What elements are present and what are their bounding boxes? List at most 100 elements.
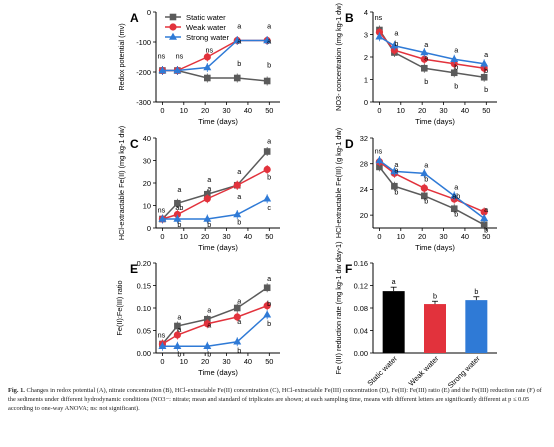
y-tick-label: -300 <box>136 98 151 107</box>
x-tick-label: 40 <box>461 232 469 241</box>
series-strong-water <box>375 156 489 223</box>
x-tick-label: 20 <box>418 106 426 115</box>
significance-label: a <box>484 205 488 214</box>
x-axis-label: Time (days) <box>415 243 455 252</box>
data-point <box>203 195 211 203</box>
series-strong-water <box>158 310 272 351</box>
significance-label: b <box>474 287 478 296</box>
panel-letter: A <box>130 11 139 25</box>
data-point <box>420 55 428 63</box>
significance-label: a <box>237 297 241 306</box>
panel-letter: D <box>345 137 354 151</box>
y-tick-label: 4 <box>364 8 368 17</box>
significance-label: b <box>484 66 488 75</box>
data-point <box>173 342 182 350</box>
significance-label: a <box>454 182 458 191</box>
x-tick-label: 30 <box>222 106 230 115</box>
y-tick-label: 0.05 <box>137 326 151 335</box>
data-point <box>203 63 212 71</box>
panel-e: E 0.00 0.05 0.10 0.15 0.20 Fe(II):Fe(III) rati… <box>115 259 280 377</box>
data-point <box>376 163 383 171</box>
data-point <box>421 64 428 72</box>
y-axis-label: Fe (III) reduction rate (mg kg-1 dw day-… <box>334 241 343 374</box>
series-weak-water <box>158 301 271 349</box>
x-tick-label: 0 <box>160 106 164 115</box>
y-tick-label: 0 <box>147 8 151 17</box>
significance-label: b <box>177 350 181 359</box>
data-point <box>203 214 212 222</box>
y-axis-label: Redox potential (mv) <box>117 23 126 90</box>
y-tick-label: 0.00 <box>137 349 151 358</box>
data-point <box>450 191 459 199</box>
significance-label: a <box>424 161 428 170</box>
bar <box>465 300 488 353</box>
x-tick-label: 0 <box>377 106 381 115</box>
y-axis-label: HCl-extractable Fe(II) (mg kg-1 dw) <box>117 126 126 240</box>
significance-label: ns <box>158 330 166 339</box>
data-point <box>204 74 211 82</box>
x-tick-label: 0 <box>160 357 164 366</box>
y-tick-label: 0 <box>364 98 368 107</box>
legend-marker <box>169 23 177 31</box>
x-tick-label: 20 <box>201 232 209 241</box>
x-tick-label: 30 <box>439 232 447 241</box>
significance-label: b <box>454 62 458 71</box>
data-point <box>233 304 241 312</box>
significance-label: b <box>267 61 271 70</box>
significance-label: a <box>207 320 211 329</box>
significance-label: ab <box>175 203 183 212</box>
x-axis-label: Time (days) <box>198 117 238 126</box>
significance-label: a <box>237 22 241 31</box>
data-point <box>203 342 212 350</box>
panel-f: F 0.00 0.04 0.08 0.12 0.16 Fe (III) reduction … <box>334 241 497 390</box>
significance-label: ns <box>206 46 214 55</box>
significance-label: a <box>177 325 181 334</box>
legend-marker <box>169 32 177 40</box>
data-point <box>263 310 272 318</box>
series-strong-water <box>158 194 272 224</box>
y-tick-label: 20 <box>143 179 151 188</box>
significance-label: a <box>267 137 271 146</box>
y-tick-label: 0.15 <box>137 281 151 290</box>
significance-label: b <box>237 59 241 68</box>
y-tick-label: 32 <box>360 134 368 143</box>
figure-caption: Fig. 1. Changes in redox potential (A), … <box>8 386 546 414</box>
y-tick-label: 0.20 <box>137 259 151 268</box>
significance-label: a <box>237 192 241 201</box>
y-tick-label: 2 <box>364 53 368 62</box>
significance-label: b <box>424 175 428 184</box>
x-tick-label: 50 <box>265 106 273 115</box>
significance-label: b <box>433 291 437 300</box>
data-point <box>420 48 429 56</box>
significance-label: a <box>207 184 211 193</box>
legend-label: Strong water <box>186 33 230 42</box>
significance-label: ns <box>158 52 166 61</box>
y-axis-label: Fe(II):Fe(III) ratio <box>115 280 124 335</box>
x-tick-label: Weak water <box>407 354 441 388</box>
data-point <box>173 66 182 74</box>
legend-label: Weak water <box>186 23 226 32</box>
x-tick-label: 20 <box>418 232 426 241</box>
data-point <box>375 32 384 40</box>
data-point <box>233 210 242 218</box>
data-point <box>263 165 271 174</box>
x-tick-label: Static water <box>365 354 399 388</box>
data-point <box>233 337 242 345</box>
data-point <box>233 74 241 82</box>
significance-label: a <box>267 274 271 283</box>
bar <box>424 304 446 353</box>
data-point <box>203 320 211 328</box>
series-strong-water <box>158 36 272 75</box>
legend-label: Static water <box>186 13 226 22</box>
y-tick-label: 28 <box>360 160 368 169</box>
series-strong-water <box>375 32 489 69</box>
significance-label: a <box>207 306 211 315</box>
x-tick-label: 50 <box>265 357 273 366</box>
x-tick-label: 40 <box>461 106 469 115</box>
x-tick-label: 30 <box>222 232 230 241</box>
x-tick-label: 10 <box>180 106 188 115</box>
significance-label: b <box>424 77 428 86</box>
data-point <box>158 342 167 350</box>
panel-b: B 0 1 2 3 4 NO3- concentration (mg kg-1 dw) 0 10… <box>334 3 497 126</box>
significance-label: b <box>207 350 211 359</box>
